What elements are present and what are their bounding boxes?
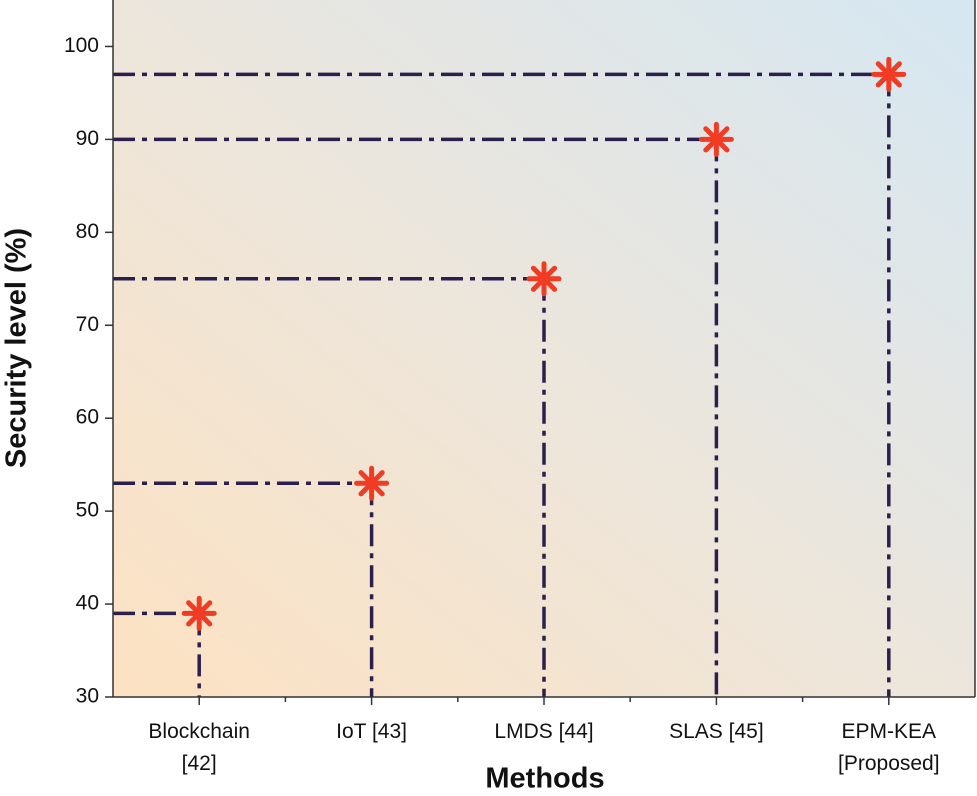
y-tick-label: 30	[76, 685, 99, 708]
y-tick-label: 80	[76, 220, 99, 243]
plot-background	[113, 0, 975, 697]
marker-stroke	[875, 61, 902, 88]
y-tick-label: 50	[76, 499, 99, 522]
marker	[698, 121, 734, 157]
y-tick-label: 100	[64, 34, 99, 57]
marker	[354, 465, 390, 501]
x-tick-label: SLAS [45]	[669, 720, 764, 743]
x-tick-label: LMDS [44]	[494, 720, 593, 743]
marker-stroke	[186, 600, 213, 627]
x-tick-label: IoT [43]	[336, 720, 407, 743]
x-tick-label: EPM-KEA [Proposed]	[838, 720, 940, 775]
x-tick-label: Blockchain [42]	[148, 720, 250, 775]
y-axis-title: Security level (%)	[1, 228, 33, 468]
marker	[526, 261, 562, 297]
marker-stroke	[530, 265, 558, 292]
y-tick-label: 40	[76, 592, 99, 615]
marker-stroke	[358, 470, 385, 497]
marker	[181, 595, 217, 631]
x-axis-title: Methods	[485, 763, 604, 795]
marker	[871, 56, 907, 92]
y-tick-label: 60	[76, 406, 99, 429]
y-tick-label: 70	[76, 313, 99, 336]
y-tick-label: 90	[76, 127, 99, 150]
marker-stroke	[703, 126, 730, 153]
